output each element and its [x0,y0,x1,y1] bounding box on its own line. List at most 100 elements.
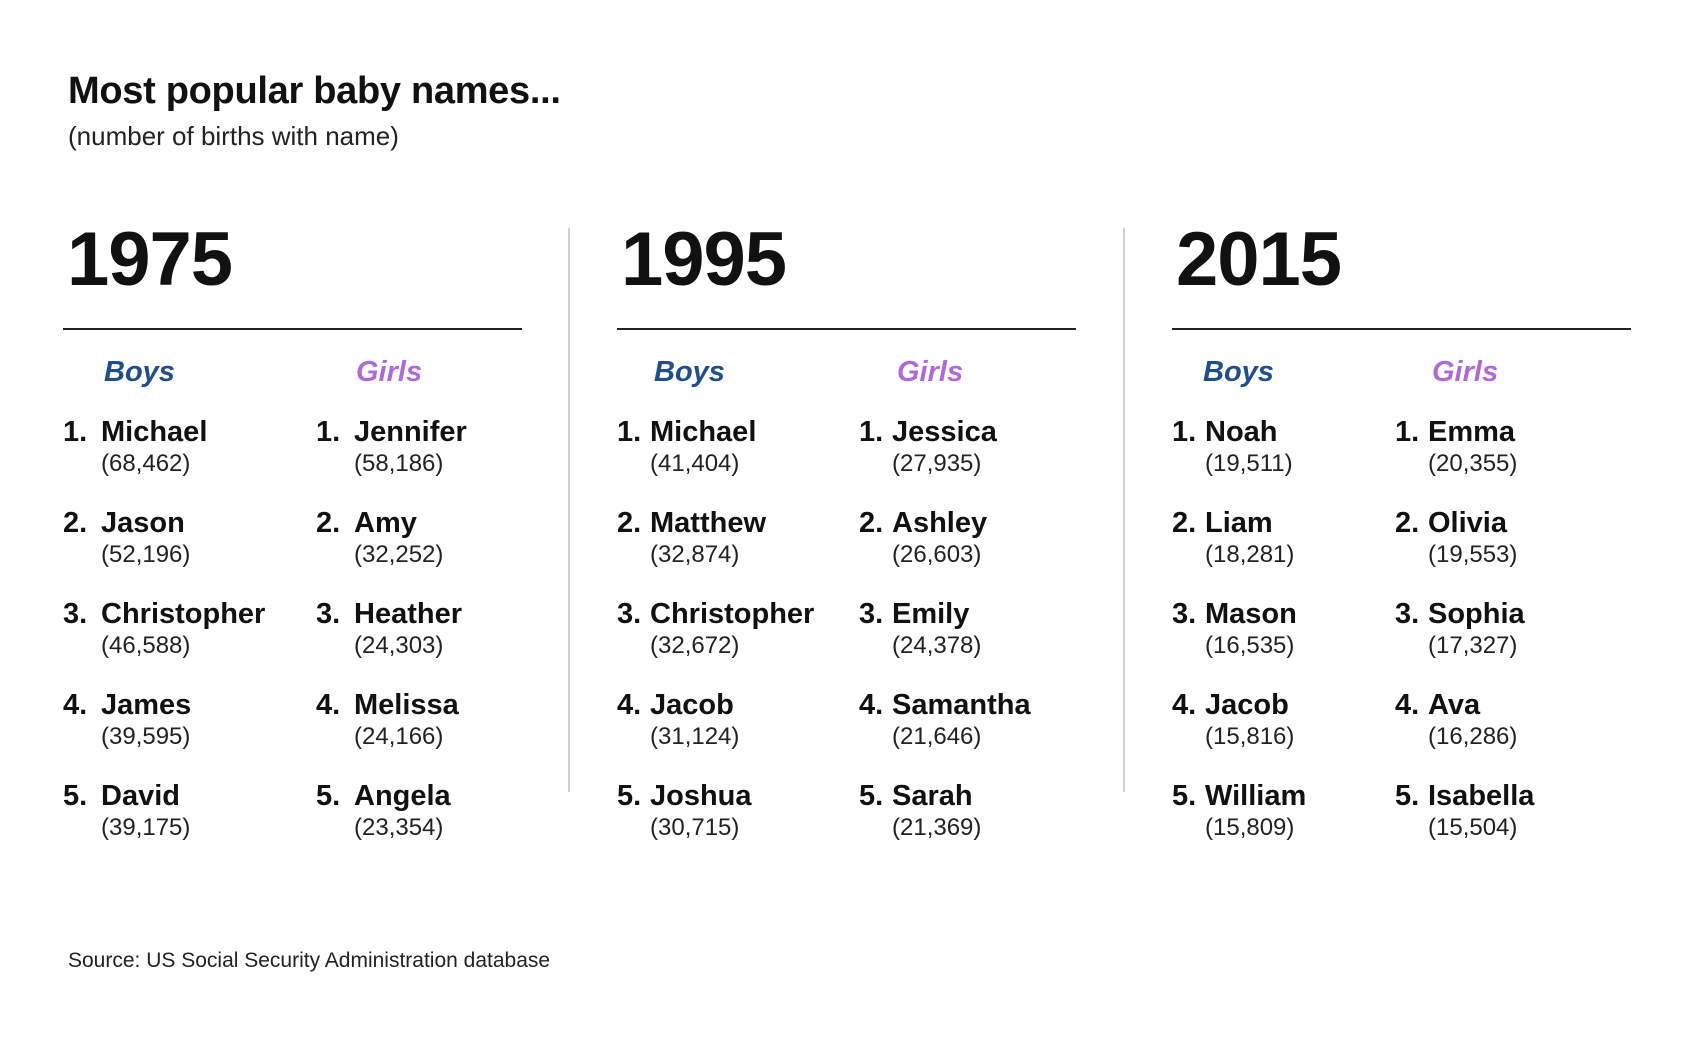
girls-heading: Girls [897,356,964,388]
birth-count: (15,809) [1205,814,1295,841]
birth-count: (24,166) [354,723,444,750]
rank-number: 2. [1395,507,1420,539]
rank-number: 4. [1395,689,1420,721]
name-entry: 4. James (39,595) [63,689,303,769]
baby-name: Ava [1428,689,1481,721]
baby-name: Michael [101,416,208,448]
birth-count: (39,595) [101,723,191,750]
birth-count: (24,378) [892,632,982,659]
birth-count: (19,553) [1428,541,1518,568]
baby-name: Emily [892,598,970,630]
baby-name: Matthew [650,507,766,539]
rank-number: 2. [617,507,642,539]
name-entry: 3. Emily (24,378) [859,598,1099,678]
name-entry: 3. Sophia (17,327) [1395,598,1635,678]
year-panel-1995: 1995 Boys 1. Michael (41,404) 2. Matthew (32,87… [617,0,1077,900]
boys-column: Boys 1. Noah (19,511) 2. Liam (18,281) 3. Mason(… [1172,0,1402,900]
name-entry: 1. Emma (20,355) [1395,416,1635,496]
rank-number: 3. [1172,598,1197,630]
baby-name: Liam [1205,507,1273,539]
rank-number: 1. [1395,416,1420,448]
birth-count: (19,511) [1205,450,1293,477]
rank-number: 3. [859,598,884,630]
baby-name: Sophia [1428,598,1525,630]
birth-count: (15,816) [1205,723,1295,750]
rank-number: 2. [63,507,88,539]
name-entry: 5. Sarah (21,369) [859,780,1099,860]
boys-column: Boys 1. Michael (68,462) 2. Jason (52,196) 3. Ch… [63,0,293,900]
girls-column: Girls 1. Jennifer (58,186) 2. Amy (32,252) 3. He… [316,0,546,900]
boys-heading: Boys [654,356,725,388]
name-entry: 4. Ava (16,286) [1395,689,1635,769]
year-panel-1975: 1975 Boys 1. Michael (68,462) 2. Jason (52,196)… [63,0,523,900]
year-heading: 1995 [621,217,787,302]
birth-count: (16,535) [1205,632,1295,659]
rank-number: 4. [316,689,341,721]
birth-count: (32,874) [650,541,740,568]
name-entry: 3. Mason (16,535) [1172,598,1412,678]
name-entry: 5. Joshua (30,715) [617,780,857,860]
baby-name: Joshua [650,780,752,812]
baby-name: Ashley [892,507,988,539]
rank-number: 5. [1395,780,1420,812]
rank-number: 4. [1172,689,1197,721]
baby-name: Jacob [650,689,734,721]
rank-number: 5. [1172,780,1197,812]
year-panel-2015: 2015 Boys 1. Noah (19,511) 2. Liam (18,281) 3. Ma… [1172,0,1632,900]
baby-name: James [101,689,192,721]
birth-count: (21,369) [892,814,982,841]
girls-heading: Girls [1432,356,1499,388]
boys-column: Boys 1. Michael (41,404) 2. Matthew (32,874) 3.… [617,0,847,900]
baby-name: Amy [354,507,417,539]
baby-name: Emma [1428,416,1516,448]
girls-column: Girls 1. Emma (20,355) 2. Olivia (19,553) 3. Sop… [1395,0,1625,900]
baby-name: Mason [1205,598,1297,630]
rank-number: 2. [859,507,884,539]
boys-heading: Boys [104,356,175,388]
birth-count: (15,504) [1428,814,1518,841]
source-note: Source: US Social Security Administratio… [68,949,551,972]
baby-name: Michael [650,416,757,448]
name-entry: 5. David (39,175) [63,780,303,860]
birth-count: (18,281) [1205,541,1295,568]
rank-number: 1. [63,416,88,448]
birth-count: (32,252) [354,541,444,568]
rank-number: 5. [316,780,341,812]
baby-name: Jennifer [354,416,467,448]
name-entry: 5. William (15,809) [1172,780,1412,860]
year-heading: 2015 [1176,217,1342,302]
baby-name: Christopher [650,598,815,630]
name-entry: 1. Michael (68,462) [63,416,303,496]
birth-count: (30,715) [650,814,740,841]
rank-number: 5. [63,780,88,812]
name-entry: 1. Jessica (27,935) [859,416,1099,496]
name-entry: 1. Noah (19,511) [1172,416,1412,496]
rank-number: 4. [859,689,884,721]
baby-name: David [101,780,180,812]
rank-number: 2. [1172,507,1197,539]
name-entry: 2. Olivia (19,553) [1395,507,1635,587]
rank-number: 4. [63,689,88,721]
birth-count: (23,354) [354,814,444,841]
birth-count: (24,303) [354,632,444,659]
birth-count: (20,355) [1428,450,1518,477]
name-entry: 2. Amy (32,252) [316,507,556,587]
birth-count: (31,124) [650,723,740,750]
chart-subtitle: (number of births with name) [68,121,399,151]
name-entry: 1. Jennifer (58,186) [316,416,556,496]
name-entry: 3. Christopher (46,588) [63,598,303,678]
rank-number: 4. [617,689,642,721]
baby-name: Olivia [1428,507,1507,539]
baby-name: Noah [1205,416,1278,448]
name-entry: 5. Isabella (15,504) [1395,780,1635,860]
birth-count: (58,186) [354,450,444,477]
baby-name: Jacob [1205,689,1289,721]
birth-count: (39,175) [101,814,191,841]
year-heading: 1975 [67,217,233,302]
birth-count: (27,935) [892,450,982,477]
name-entry: 4. Samantha (21,646) [859,689,1099,769]
baby-name: Angela [354,780,451,812]
baby-name: Samantha [892,689,1031,721]
name-entry: 2. Jason (52,196) [63,507,303,587]
